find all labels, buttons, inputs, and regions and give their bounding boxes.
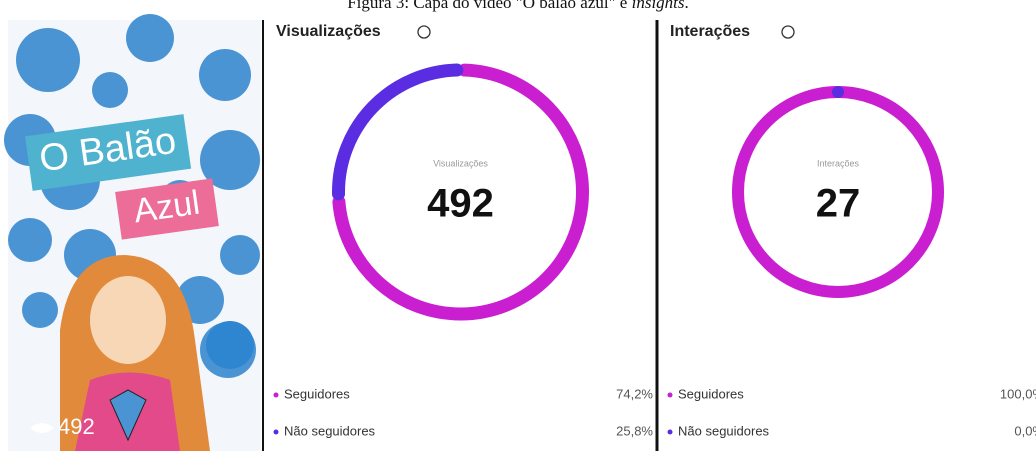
legend-dot bbox=[274, 393, 279, 398]
legend-value: 74,2% bbox=[616, 386, 653, 401]
thumbnail: O Balão Azul 492 bbox=[4, 14, 261, 451]
legend-dot bbox=[668, 430, 673, 435]
caption-emphasis: insights bbox=[632, 0, 685, 12]
legend-value: 0,0% bbox=[1014, 423, 1036, 438]
legend-dot bbox=[668, 393, 673, 398]
legend-label: Seguidores bbox=[284, 386, 350, 401]
legend-label: Seguidores bbox=[678, 386, 744, 401]
legend-value: 100,0% bbox=[1000, 386, 1036, 401]
info-icon bbox=[782, 26, 794, 38]
panel-title: Visualizações bbox=[276, 23, 381, 40]
info-icon bbox=[418, 26, 430, 38]
caption-end: . bbox=[685, 0, 689, 12]
caption-text: Figura 3: Capa do vídeo "O balão azul" e bbox=[347, 0, 631, 12]
center-total: 27 bbox=[816, 182, 861, 226]
center-label: Visualizações bbox=[433, 158, 488, 168]
caption: Figura 3: Capa do vídeo "O balão azul" e… bbox=[347, 0, 689, 12]
center-total: 492 bbox=[427, 182, 494, 226]
legend-value: 25,8% bbox=[616, 423, 653, 438]
legend-label: Não seguidores bbox=[678, 423, 770, 438]
page: Figura 3: Capa do vídeo "O balão azul" e… bbox=[0, 0, 1036, 451]
legend-label: Não seguidores bbox=[284, 423, 376, 438]
center-label: Interações bbox=[817, 158, 860, 168]
legend-dot bbox=[274, 430, 279, 435]
view-count: 492 bbox=[58, 414, 95, 439]
panel-title: Interações bbox=[670, 23, 750, 40]
